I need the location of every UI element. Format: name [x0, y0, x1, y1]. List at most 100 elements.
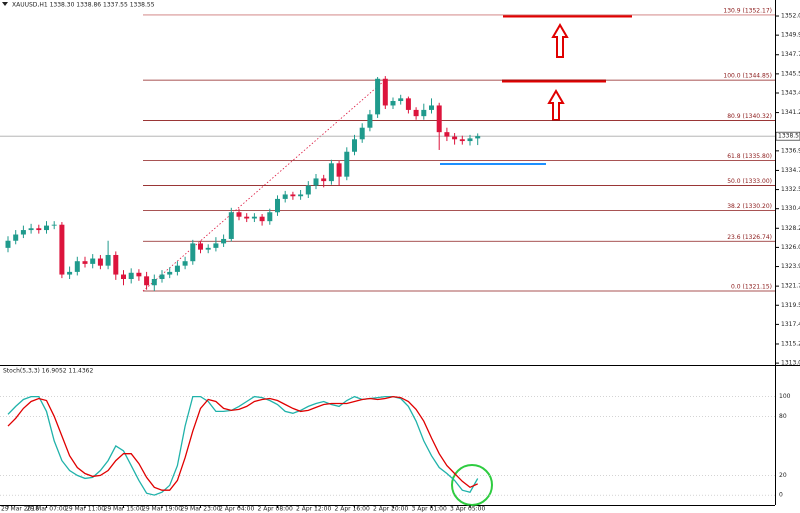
y-tick-label: 1315.20 [781, 340, 800, 347]
candle-body [359, 127, 365, 140]
candle-body [105, 254, 111, 266]
candle-body [121, 274, 126, 280]
fib-label: 100.0 (1344.85) [723, 73, 772, 80]
x-tick-label: 29 Mar 15:00 [104, 506, 144, 513]
candle-body [352, 139, 357, 152]
x-tick-label: 2 Apr 16:00 [335, 506, 370, 513]
x-tick-label: 29 Mar 23:00 [181, 506, 221, 513]
candle-body [128, 272, 134, 280]
candle-body [159, 274, 165, 280]
fib-label: 130.9 (1352.17) [723, 7, 772, 14]
candle-body [67, 271, 73, 275]
candle-body [228, 212, 234, 239]
y-tick-label: 1336.90 [781, 147, 800, 154]
candle-body [74, 261, 80, 272]
candle-body [36, 228, 42, 231]
y-tick-label: 1319.55 [781, 302, 800, 309]
candle-body [44, 225, 49, 231]
x-tick-label: 3 Apr 01:00 [412, 506, 447, 513]
candle-body [5, 240, 11, 248]
highlight-circle [451, 464, 493, 506]
y-tick-label: 100 [779, 393, 791, 400]
y-tick-label: 1349.90 [781, 32, 800, 39]
y-tick-label: 1334.70 [781, 167, 800, 174]
candle-body [259, 216, 265, 222]
y-tick-label: 80 [779, 413, 787, 420]
candle-body [313, 178, 319, 186]
x-tick-label: 29 Mar 19:00 [142, 506, 182, 513]
candle-body [28, 228, 34, 231]
candle-body [205, 247, 211, 250]
x-tick-label: 2 Apr 04:00 [219, 506, 254, 513]
y-tick-label: 1332.55 [781, 186, 800, 193]
candle-body [213, 243, 219, 248]
candle-body [321, 178, 327, 182]
candle-body [344, 151, 350, 177]
candle-body [413, 109, 419, 117]
y-tick-label: 1345.55 [781, 70, 800, 77]
candle-body [429, 105, 434, 110]
x-tick-label: 2 Apr 12:00 [296, 506, 331, 513]
y-tick-label: 1323.90 [781, 263, 800, 270]
candle-body [174, 265, 180, 272]
x-tick-label: 29 Mar 11:00 [65, 506, 105, 513]
y-tick-label: 20 [779, 472, 787, 479]
candle-body [290, 194, 296, 197]
candle-body [198, 243, 203, 250]
candle-body [51, 224, 57, 226]
x-tick-label: 2 Apr 20:00 [373, 506, 408, 513]
y-tick-label: 1343.40 [781, 90, 800, 97]
candle-body [459, 139, 465, 142]
candle-body [251, 216, 257, 219]
x-tick-label: 3 Apr 05:00 [450, 506, 485, 513]
candle-body [398, 98, 404, 102]
current-price-label: 1338.55 [778, 133, 800, 140]
candle-body [390, 101, 396, 106]
candle-body [90, 258, 96, 264]
header-arrow [2, 2, 8, 6]
candle-body [244, 216, 250, 219]
candle-body [298, 194, 304, 197]
x-tick-label: 29 Mar 2018 [1, 506, 39, 513]
candle-body [275, 198, 280, 213]
y-tick-label: 1321.70 [781, 283, 800, 290]
stoch-line [7, 395, 478, 491]
fib-trend [142, 79, 386, 292]
candle-body [467, 138, 473, 142]
candle-body [452, 136, 458, 140]
candle-body [97, 258, 103, 266]
x-tick-label: 2 Apr 08:00 [258, 506, 293, 513]
candle-body [367, 114, 373, 128]
candle-body [136, 272, 142, 277]
candle-body [305, 185, 311, 195]
x-tick-label: 29 Mar 07:00 [27, 506, 67, 513]
candle-body [421, 109, 427, 117]
candle-body [82, 261, 88, 264]
candle-body [444, 132, 450, 137]
fib-label: 61.8 (1335.80) [727, 153, 772, 160]
fib-label: 23.6 (1326.74) [727, 234, 772, 241]
candle-body [382, 78, 388, 106]
candle-body [405, 98, 411, 110]
candle-body [20, 230, 26, 235]
y-tick-label: 1328.20 [781, 225, 800, 232]
candle-body [113, 254, 119, 275]
y-tick-label: 1317.40 [781, 321, 800, 328]
y-tick-label: 1341.20 [781, 109, 800, 116]
current-price-box [775, 131, 800, 141]
candle-body [190, 243, 196, 262]
fib-label: 80.9 (1340.32) [727, 113, 772, 120]
candle-body [375, 78, 381, 115]
candle-body [328, 163, 334, 182]
fib-label: 50.0 (1333.00) [727, 178, 772, 185]
candle-body [436, 105, 442, 133]
candle-body [59, 224, 65, 275]
y-tick-label: 1313.05 [781, 360, 800, 367]
y-tick-label: 1326.05 [781, 244, 800, 251]
candle-body [144, 276, 150, 286]
candle-body [167, 271, 173, 275]
symbol-header: XAUUSD,H1 1338.30 1338.86 1337.55 1338.5… [12, 2, 155, 9]
candle-body [475, 136, 481, 139]
